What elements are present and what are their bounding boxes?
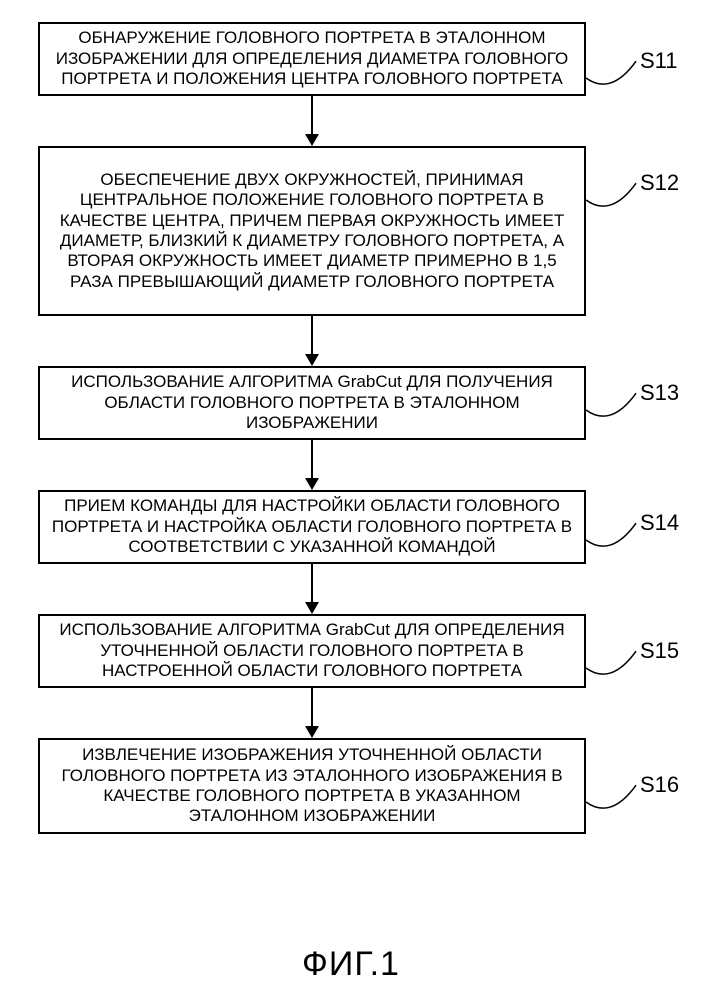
flow-node-s16: ИЗВЛЕЧЕНИЕ ИЗОБРАЖЕНИЯ УТОЧНЕННОЙ ОБЛАСТ… xyxy=(38,738,586,834)
flowchart-canvas: ФИГ.1 ОБНАРУЖЕНИЕ ГОЛОВНОГО ПОРТРЕТА В Э… xyxy=(0,0,702,1000)
connector-s14 xyxy=(586,523,636,546)
flow-node-s15: ИСПОЛЬЗОВАНИЕ АЛГОРИТМА GrabCut ДЛЯ ОПРЕ… xyxy=(38,614,586,688)
connector-s12 xyxy=(586,183,636,206)
step-label-s13: S13 xyxy=(640,380,679,406)
step-label-s14: S14 xyxy=(640,510,679,536)
flow-node-text: ОБЕСПЕЧЕНИЕ ДВУХ ОКРУЖНОСТЕЙ, ПРИНИМАЯ Ц… xyxy=(50,170,574,292)
connector-s13 xyxy=(586,393,636,416)
step-label-s12: S12 xyxy=(640,170,679,196)
flow-node-s12: ОБЕСПЕЧЕНИЕ ДВУХ ОКРУЖНОСТЕЙ, ПРИНИМАЯ Ц… xyxy=(38,146,586,316)
flow-node-text: ПРИЕМ КОМАНДЫ ДЛЯ НАСТРОЙКИ ОБЛАСТИ ГОЛО… xyxy=(50,496,574,557)
flow-node-s11: ОБНАРУЖЕНИЕ ГОЛОВНОГО ПОРТРЕТА В ЭТАЛОНН… xyxy=(38,22,586,96)
flow-node-s13: ИСПОЛЬЗОВАНИЕ АЛГОРИТМА GrabCut ДЛЯ ПОЛУ… xyxy=(38,366,586,440)
flow-node-text: ИСПОЛЬЗОВАНИЕ АЛГОРИТМА GrabCut ДЛЯ ПОЛУ… xyxy=(50,372,574,433)
connector-s16 xyxy=(586,785,636,808)
flow-node-text: ИСПОЛЬЗОВАНИЕ АЛГОРИТМА GrabCut ДЛЯ ОПРЕ… xyxy=(50,620,574,681)
step-label-s16: S16 xyxy=(640,772,679,798)
figure-caption: ФИГ.1 xyxy=(0,945,702,984)
step-label-s11: S11 xyxy=(640,48,678,74)
flow-node-text: ИЗВЛЕЧЕНИЕ ИЗОБРАЖЕНИЯ УТОЧНЕННОЙ ОБЛАСТ… xyxy=(50,745,574,827)
connector-s15 xyxy=(586,651,636,674)
flow-node-s14: ПРИЕМ КОМАНДЫ ДЛЯ НАСТРОЙКИ ОБЛАСТИ ГОЛО… xyxy=(38,490,586,564)
step-label-s15: S15 xyxy=(640,638,679,664)
flow-node-text: ОБНАРУЖЕНИЕ ГОЛОВНОГО ПОРТРЕТА В ЭТАЛОНН… xyxy=(50,28,574,89)
connector-s11 xyxy=(586,61,636,84)
